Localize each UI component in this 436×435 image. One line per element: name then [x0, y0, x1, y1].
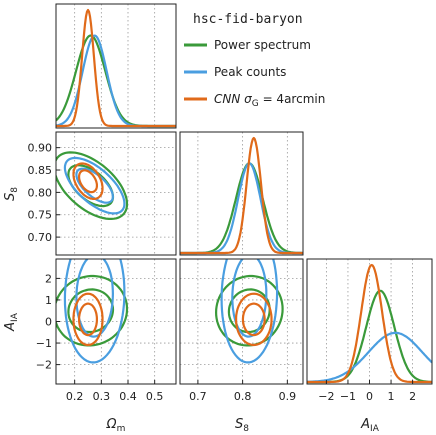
contour-peak-counts-95 [63, 259, 126, 364]
legend-entry-1: Peak counts [184, 65, 286, 79]
contour-peak-counts-95 [220, 259, 279, 364]
y-tick-label: −1 [36, 337, 52, 350]
axis-label-m: Ωm [106, 417, 126, 434]
axis-label-8: S8 [235, 417, 249, 434]
x-tick-label: −2 [318, 390, 334, 403]
axis-label-ia: AIA [360, 417, 380, 434]
contour-cnn-68 [78, 302, 98, 337]
x-tick-label: 0.4 [119, 390, 137, 403]
contour-cnn-68 [241, 302, 266, 337]
legend-label: Power spectrum [214, 38, 311, 52]
curve-cnn [56, 8, 176, 128]
contour-power-spectrum-95 [56, 151, 129, 220]
legend-label: CNN σG = 4arcmin [214, 92, 325, 109]
y-tick-label: 1 [45, 294, 52, 307]
x-tick-label: 1 [388, 390, 395, 403]
panel-2-2: −2 −1 0 1 2 [306, 258, 433, 403]
curve-cnn [180, 136, 303, 255]
curve-peak-counts [307, 331, 432, 383]
contour-cnn-95 [72, 292, 104, 347]
panel-background [180, 132, 303, 255]
y-tick-label: 0.70 [28, 231, 53, 244]
legend-entry-2: CNN σG = 4arcmin [184, 92, 325, 109]
axis-label-8: S8 [3, 187, 20, 201]
curve-cnn [307, 263, 432, 384]
plot-area [56, 259, 129, 364]
contour-cnn-95 [235, 292, 273, 347]
axis-label-ia: AIA [3, 312, 20, 332]
panel-background [307, 259, 432, 384]
panel-1-1 [179, 131, 304, 256]
plot-area [180, 136, 303, 255]
legend-label: Peak counts [214, 65, 286, 79]
y-tick-label: −2 [36, 359, 52, 372]
x-tick-label: 0.9 [279, 390, 297, 403]
x-tick-label: 0.8 [234, 390, 252, 403]
y-tick-label: 0.85 [28, 164, 53, 177]
panel-frame [179, 131, 304, 256]
panel-background [56, 132, 176, 255]
legend-entry-0: Power spectrum [184, 38, 311, 52]
y-tick-label: 0 [45, 316, 52, 329]
x-tick-label: 0.7 [189, 390, 207, 403]
y-tick-label: 0.75 [28, 209, 53, 222]
axis-labels: Ωm S8 AIA S8 AIA [3, 187, 380, 434]
x-tick-label: 0.2 [66, 390, 84, 403]
contour-peak-counts-68 [75, 167, 115, 204]
panel-2-1: 0.7 0.8 0.9 [179, 258, 304, 403]
panel-1-0: 0.70 0.75 0.80 0.85 0.90 [28, 131, 177, 256]
contour-peak-counts-95 [63, 156, 126, 215]
legend: hsc-fid-baryon Power spectrum Peak count… [184, 12, 325, 109]
x-tick-label: −1 [340, 390, 356, 403]
plot-area [56, 8, 176, 128]
contour-cnn-95 [72, 162, 104, 200]
contour-power-spectrum-95 [56, 274, 129, 347]
y-tick-label: 0.80 [28, 186, 53, 199]
panel-frame [55, 3, 177, 129]
x-tick-label: 0.3 [93, 390, 111, 403]
panel-0-0 [55, 3, 177, 129]
plot-area [56, 151, 129, 220]
y-tick-label: 0.90 [28, 142, 53, 155]
x-tick-label: 0.5 [146, 390, 164, 403]
contour-cnn-68 [78, 169, 98, 194]
x-tick-label: 2 [409, 390, 416, 403]
panels: 0.700.750.800.850.900.2 0.3 0.4 0.5−2−10120… [28, 3, 433, 403]
contour-power-spectrum-68 [67, 164, 115, 208]
x-tick-label: 0 [366, 390, 373, 403]
panel-2-0: 0.2 0.3 0.4 0.5 −2 −1 0 1 2 [36, 258, 177, 403]
y-tick-label: 2 [45, 272, 52, 285]
panel-frame [55, 131, 177, 256]
plot-area [307, 263, 432, 384]
panel-frame [179, 258, 304, 385]
legend-title: hsc-fid-baryon [193, 12, 303, 27]
